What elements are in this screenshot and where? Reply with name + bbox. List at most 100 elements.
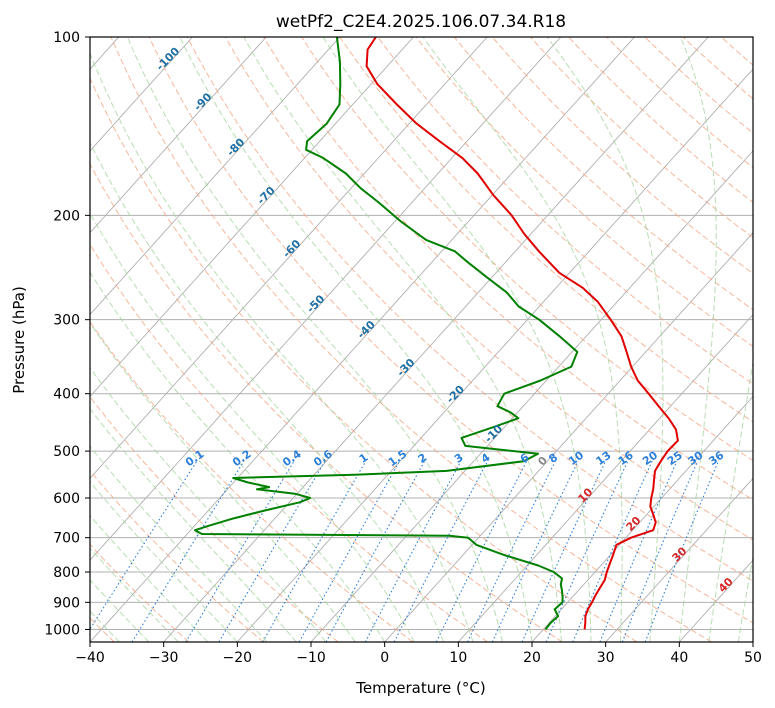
isotherm-line	[90, 37, 341, 316]
y-tick-label: 900	[53, 595, 80, 611]
isotherm-label: -40	[355, 318, 378, 341]
isotherm-line	[384, 232, 753, 642]
dry-adiabat-line	[415, 37, 753, 348]
isotherm-label: -90	[191, 90, 214, 113]
isotherm-line	[605, 477, 753, 642]
dry-adiabat-line	[644, 37, 753, 134]
moist-adiabat-line	[90, 579, 150, 642]
isotherm-label: -70	[255, 184, 278, 207]
isotherm-label: -60	[280, 237, 303, 260]
dry-adiabat-line	[759, 37, 775, 642]
moist-adiabat-line	[90, 445, 268, 642]
mixing-ratio-line	[393, 460, 489, 642]
moist-adiabat-line	[90, 367, 327, 642]
dry-adiabat-line	[90, 243, 488, 642]
isotherm-line	[90, 37, 414, 398]
isotherm-label: -20	[444, 383, 467, 406]
y-tick-label: 300	[53, 313, 80, 329]
dry-adiabat-line	[90, 320, 414, 642]
dry-adiabat-line	[530, 37, 753, 239]
isotherm-line	[90, 37, 267, 234]
dry-adiabat-line	[90, 470, 264, 642]
y-tick-label: 400	[53, 387, 80, 403]
dry-adiabat-line	[224, 37, 753, 541]
isotherm-line	[457, 313, 753, 642]
moist-adiabat-line	[90, 271, 386, 642]
chart-title: wetPf2_C2E4.2025.106.07.34.R18	[276, 12, 566, 32]
isotherm-line	[90, 37, 488, 479]
y-tick-label: 100	[53, 30, 80, 46]
moist-adiabat-line	[708, 359, 753, 642]
dry-adiabat-line	[720, 37, 753, 66]
x-tick-label: −40	[75, 650, 105, 666]
mixing-ratio-line	[644, 460, 719, 642]
mixing-ratio-label: 4	[479, 451, 493, 466]
x-tick-label: 20	[523, 650, 541, 666]
isotherm-line	[90, 37, 193, 152]
isotherm-line	[90, 37, 562, 561]
mixing-ratio-line	[467, 460, 556, 642]
x-tick-label: −30	[149, 650, 179, 666]
isotherm-line	[310, 150, 753, 642]
mixing-ratio-line	[572, 460, 653, 642]
isotherm-label: 30	[670, 544, 690, 564]
isotherm-line	[236, 68, 753, 642]
temperature-profile-line	[365, 37, 679, 630]
moist-adiabat-line	[243, 37, 562, 642]
mixing-ratio-line	[90, 460, 198, 630]
moist-adiabat-line	[678, 37, 717, 642]
dry-adiabat-line	[377, 37, 753, 385]
mixing-ratio-line	[298, 460, 401, 642]
dry-adiabat-line	[339, 37, 753, 423]
x-tick-label: 10	[449, 650, 467, 666]
mixing-ratio-line	[185, 460, 295, 642]
isotherm-line	[531, 395, 753, 642]
isotherm-line	[752, 641, 753, 642]
isotherm-label: -30	[394, 356, 417, 379]
dry-adiabat-line	[110, 37, 712, 642]
moist-adiabat-line	[90, 481, 238, 642]
moist-adiabat-line	[422, 37, 623, 642]
mixing-ratio-line	[218, 460, 326, 642]
moist-adiabat-line	[322, 37, 592, 642]
y-tick-label: 500	[53, 444, 80, 460]
mixing-ratio-label: 1	[357, 451, 371, 466]
mixing-ratio-line	[621, 460, 699, 642]
y-axis-label: Pressure (hPa)	[10, 286, 28, 394]
isotherm-line	[90, 37, 635, 642]
dry-adiabat-line	[491, 37, 753, 274]
x-tick-label: 40	[670, 650, 688, 666]
dry-adiabat-line	[148, 37, 753, 624]
isotherm-label: 40	[716, 575, 736, 595]
x-tick-label: 50	[744, 650, 762, 666]
mixing-ratio-line	[545, 460, 629, 642]
mixing-ratio-label: 3	[452, 451, 466, 466]
moist-adiabat-line	[90, 212, 415, 642]
mixing-ratio-line	[599, 460, 678, 642]
y-tick-label: 600	[53, 491, 80, 507]
y-tick-label: 1000	[44, 622, 80, 638]
moist-adiabat-line	[90, 514, 209, 642]
dry-adiabat-line	[263, 37, 753, 501]
mixing-ratio-line	[521, 460, 606, 642]
mixing-ratio-line	[262, 460, 367, 642]
moist-adiabat-line	[546, 37, 664, 642]
x-tick-label: −10	[296, 650, 326, 666]
dewpoint-profile-line	[194, 37, 579, 631]
dry-adiabat-line	[90, 543, 190, 642]
x-tick-label: 30	[597, 650, 615, 666]
moist-adiabat-line	[90, 547, 179, 642]
x-tick-label: −20	[223, 650, 253, 666]
dry-adiabat-line	[90, 396, 339, 642]
isotherm-label: -100	[154, 44, 183, 73]
mixing-ratio-line	[435, 460, 528, 642]
moist-adiabat-line	[179, 37, 533, 642]
moist-adiabat-line	[90, 141, 445, 642]
mixing-ratio-line	[364, 460, 462, 642]
dry-adiabat-line	[682, 37, 753, 100]
isotherm-line	[678, 559, 753, 642]
y-tick-label: 200	[53, 208, 80, 224]
dry-adiabat-line	[301, 37, 753, 462]
y-tick-label: 800	[53, 565, 80, 581]
